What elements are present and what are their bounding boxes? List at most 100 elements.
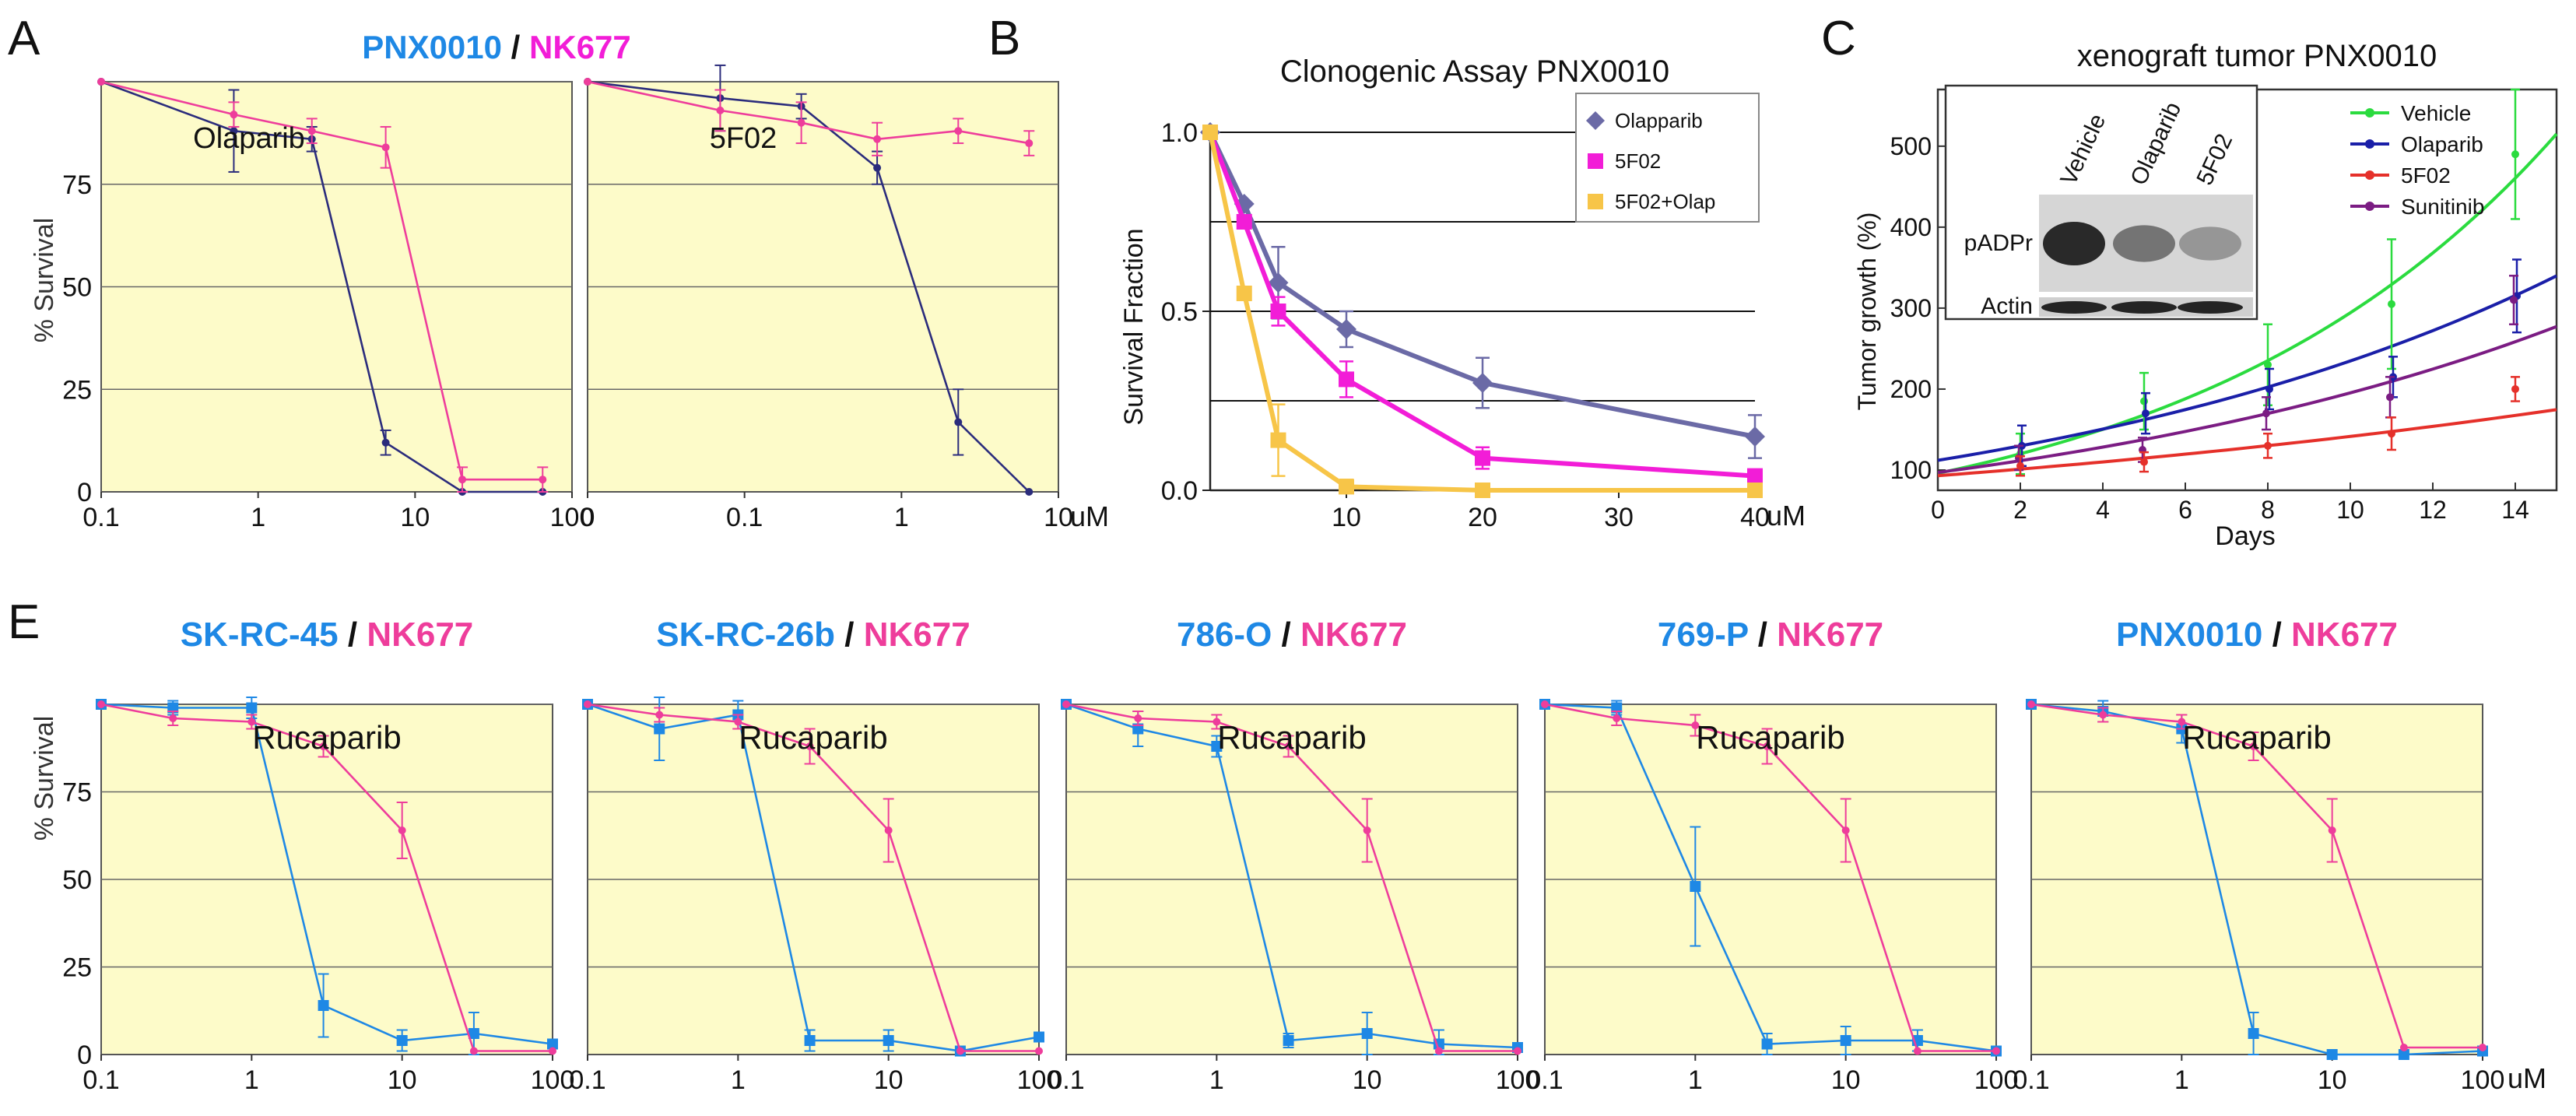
- data-point: [1361, 1028, 1373, 1039]
- legend-marker: [2365, 202, 2374, 211]
- data-point: [1992, 1047, 2000, 1055]
- data-point: [2027, 700, 2035, 708]
- series-line-2: [1208, 132, 1755, 493]
- x-tick-label: 0.1: [1526, 1065, 1563, 1095]
- y-axis-label: Survival Fraction: [1119, 228, 1149, 425]
- data-point: [2249, 742, 2258, 750]
- x-unit-label: uM: [1767, 500, 1806, 532]
- panel-c-title: xenograft tumor PNX0010: [2077, 39, 2437, 73]
- padr-band: [2113, 225, 2175, 262]
- fit-curve-5f02: [1937, 408, 2557, 478]
- series-line-nk677: [100, 80, 543, 481]
- title-part: /: [1748, 616, 1777, 654]
- data-point: [1475, 450, 1490, 466]
- data-point: [797, 118, 805, 127]
- data-point: [956, 1047, 964, 1055]
- data-point: [1613, 714, 1621, 722]
- y-tick-label: 0.0: [1161, 476, 1198, 506]
- data-point: [1284, 742, 1293, 750]
- data-point: [539, 476, 547, 484]
- data-point: [2326, 1049, 2338, 1060]
- data-point: [1761, 1038, 1773, 1050]
- panel-b-title: Clonogenic Assay PNX0010: [1280, 54, 1669, 89]
- padr-band: [2043, 222, 2105, 265]
- y-tick-label: 500: [1890, 132, 1932, 160]
- title-part: /: [2262, 616, 2291, 654]
- data-point: [1211, 741, 1223, 752]
- title-part: PNX0010: [2116, 616, 2262, 654]
- data-point: [547, 1038, 558, 1050]
- y-tick-label: 200: [1890, 375, 1932, 403]
- data-point: [716, 106, 725, 114]
- y-tick-label: 400: [1890, 213, 1932, 241]
- x-tick-label: 0.1: [82, 1065, 119, 1095]
- data-point: [954, 127, 963, 135]
- title-part: NK677: [1777, 616, 1883, 654]
- data-point: [873, 135, 882, 143]
- x-tick-label: 10: [1044, 503, 1073, 532]
- x-tick-label: 100: [531, 1065, 575, 1095]
- x-tick-label: 100: [1017, 1065, 1062, 1095]
- data-point: [1763, 742, 1771, 750]
- data-point: [1747, 483, 1763, 498]
- legend-marker: [2365, 139, 2374, 149]
- x-tick-label: 1: [2174, 1065, 2189, 1095]
- subplot-title: PNX0010 / NK677: [2116, 616, 2398, 654]
- data-point: [319, 742, 328, 750]
- data-point: [654, 723, 665, 735]
- x-tick-label: 4: [2096, 496, 2110, 524]
- series-line-pnx0010: [100, 80, 543, 493]
- data-point: [1236, 286, 1252, 301]
- x-tick-label: 0.1: [726, 503, 763, 532]
- x-tick-label: 6: [2178, 496, 2192, 524]
- y-axis-label: Tumor growth (%): [1853, 212, 1881, 411]
- x-tick-label: 1: [894, 503, 909, 532]
- data-point: [1840, 1035, 1851, 1046]
- data-point: [2386, 393, 2394, 402]
- y-tick-label: 0: [77, 1041, 92, 1070]
- x-tick-label: 0: [1931, 496, 1945, 524]
- data-point: [954, 418, 963, 426]
- x-tick-label: 14: [2501, 496, 2529, 524]
- data-point: [1268, 272, 1289, 293]
- title-part: PNX0010: [362, 29, 502, 65]
- data-point: [1034, 1031, 1044, 1043]
- panel-letter-c: C: [1821, 12, 1856, 65]
- x-tick-label: 10: [1831, 1065, 1861, 1095]
- x-unit-label: uM: [1070, 500, 1109, 532]
- data-point: [1339, 479, 1354, 495]
- y-tick-label: 100: [1890, 456, 1932, 484]
- data-point: [318, 1000, 329, 1011]
- x-tick-label: 0.1: [2013, 1065, 2049, 1095]
- data-point: [2140, 397, 2148, 405]
- data-point: [2248, 1028, 2259, 1039]
- legend-marker: [2365, 108, 2374, 118]
- x-tick-label: 100: [2461, 1065, 2505, 1095]
- title-part: 769-P: [1658, 616, 1749, 654]
- panel-a-title: PNX0010 / NK677: [362, 29, 631, 65]
- panel-b: Clonogenic Assay PNX0010 0.0 0.5 1.0 10 20 30 4…: [1119, 54, 1806, 532]
- x-tick-label: 1: [251, 503, 265, 532]
- data-point: [1339, 371, 1354, 388]
- data-point: [2388, 300, 2395, 308]
- data-point: [381, 143, 390, 152]
- legend-label: 5F02: [2401, 163, 2451, 188]
- data-point: [1514, 1047, 1521, 1055]
- y-tick-label: 300: [1890, 294, 1932, 322]
- x-tick-label: 10: [2318, 1065, 2347, 1095]
- x-tick-label: 12: [2419, 496, 2447, 524]
- data-point: [2511, 384, 2519, 393]
- data-point: [97, 700, 105, 708]
- data-point: [1541, 700, 1549, 708]
- title-part: NK677: [367, 616, 473, 654]
- y-axis-label: % Survival: [30, 716, 59, 841]
- panel-e: % Survival 0 25 50 75 0.1 1 10 100 SK-RC-45 / NK6…: [30, 616, 2546, 1095]
- data-point: [884, 826, 893, 834]
- x-tick-label: 20: [1468, 503, 1497, 532]
- x-unit-label: uM: [2508, 1062, 2546, 1094]
- data-point: [97, 78, 105, 86]
- series-line-pnx0010: [587, 80, 1030, 493]
- subplot-title: 5F02: [710, 122, 777, 155]
- subplot-subtitle: Rucaparib: [1217, 719, 1366, 756]
